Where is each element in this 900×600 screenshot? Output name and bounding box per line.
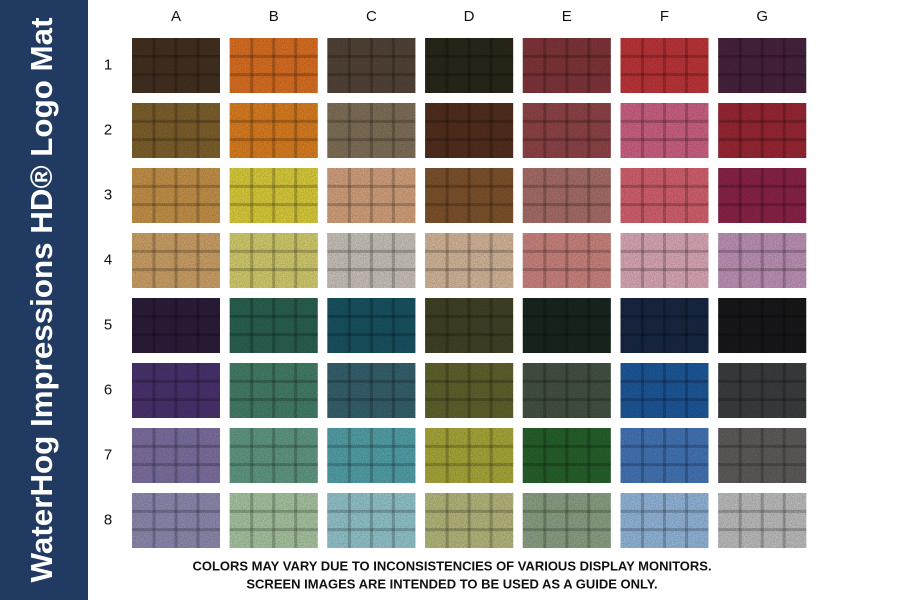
swatch-texture — [327, 428, 416, 483]
swatch-texture — [718, 298, 807, 353]
swatch-texture — [229, 103, 318, 158]
swatch-texture — [132, 298, 220, 353]
column-label: F — [660, 8, 669, 25]
swatch-texture — [327, 38, 416, 93]
note-line: SCREEN IMAGES ARE INTENDED TO BE USED AS… — [246, 576, 657, 591]
swatch-texture — [327, 298, 416, 353]
swatch-texture — [620, 493, 709, 548]
swatch-texture — [425, 233, 514, 288]
swatch-texture — [327, 493, 416, 548]
row-label: 6 — [104, 381, 112, 398]
swatch-texture — [229, 168, 318, 223]
swatch-texture — [425, 493, 514, 548]
swatch-texture — [229, 428, 318, 483]
column-label: E — [562, 8, 572, 25]
column-label: A — [171, 8, 181, 25]
swatch-texture — [620, 233, 709, 288]
sidebar — [0, 0, 88, 600]
swatch-texture — [620, 168, 709, 223]
swatch-texture — [425, 38, 514, 93]
row-label: 1 — [104, 56, 112, 73]
title: WaterHog Impressions HD® Logo Mat — [24, 18, 59, 583]
swatch-texture — [620, 363, 709, 418]
swatch-texture — [132, 493, 220, 548]
swatch-texture — [718, 38, 807, 93]
swatch-texture — [620, 428, 709, 483]
swatch-texture — [425, 103, 514, 158]
swatch-texture — [718, 493, 807, 548]
swatch-texture — [620, 38, 709, 93]
swatch-texture — [132, 103, 220, 158]
swatch-texture — [132, 363, 220, 418]
swatch-texture — [132, 168, 220, 223]
swatch-texture — [229, 493, 318, 548]
swatch-texture — [522, 428, 611, 483]
swatch-texture — [229, 233, 318, 288]
row-label: 2 — [104, 121, 112, 138]
swatch-texture — [718, 168, 807, 223]
swatch-texture — [425, 298, 514, 353]
swatch-texture — [229, 38, 318, 93]
swatch-texture — [327, 168, 416, 223]
swatch-texture — [132, 38, 220, 93]
swatch-texture — [229, 363, 318, 418]
swatch-texture — [522, 233, 611, 288]
swatch-texture — [718, 103, 807, 158]
swatch-texture — [327, 103, 416, 158]
swatch-texture — [132, 233, 220, 288]
swatch-texture — [425, 428, 514, 483]
swatch-texture — [522, 493, 611, 548]
swatch-texture — [522, 38, 611, 93]
row-label: 7 — [104, 446, 112, 463]
row-label: 4 — [104, 251, 112, 268]
swatch-texture — [425, 168, 514, 223]
swatch-texture — [620, 298, 709, 353]
swatch-texture — [522, 363, 611, 418]
row-label: 8 — [104, 511, 112, 528]
column-label: B — [269, 8, 279, 25]
row-label: 5 — [104, 316, 112, 333]
swatch-texture — [718, 233, 807, 288]
swatch-texture — [718, 363, 807, 418]
row-label: 3 — [104, 186, 112, 203]
swatch-texture — [327, 363, 416, 418]
column-label: G — [756, 8, 768, 25]
swatch-texture — [132, 428, 220, 483]
swatch-texture — [522, 103, 611, 158]
swatch-texture — [425, 363, 514, 418]
swatch-texture — [327, 233, 416, 288]
column-label: D — [464, 8, 475, 25]
swatch-texture — [522, 168, 611, 223]
swatch-texture — [522, 298, 611, 353]
swatch-texture — [229, 298, 318, 353]
swatch-texture — [718, 428, 807, 483]
note-line: COLORS MAY VARY DUE TO INCONSISTENCIES O… — [192, 558, 711, 573]
swatch-texture — [620, 103, 709, 158]
column-label: C — [366, 8, 377, 25]
